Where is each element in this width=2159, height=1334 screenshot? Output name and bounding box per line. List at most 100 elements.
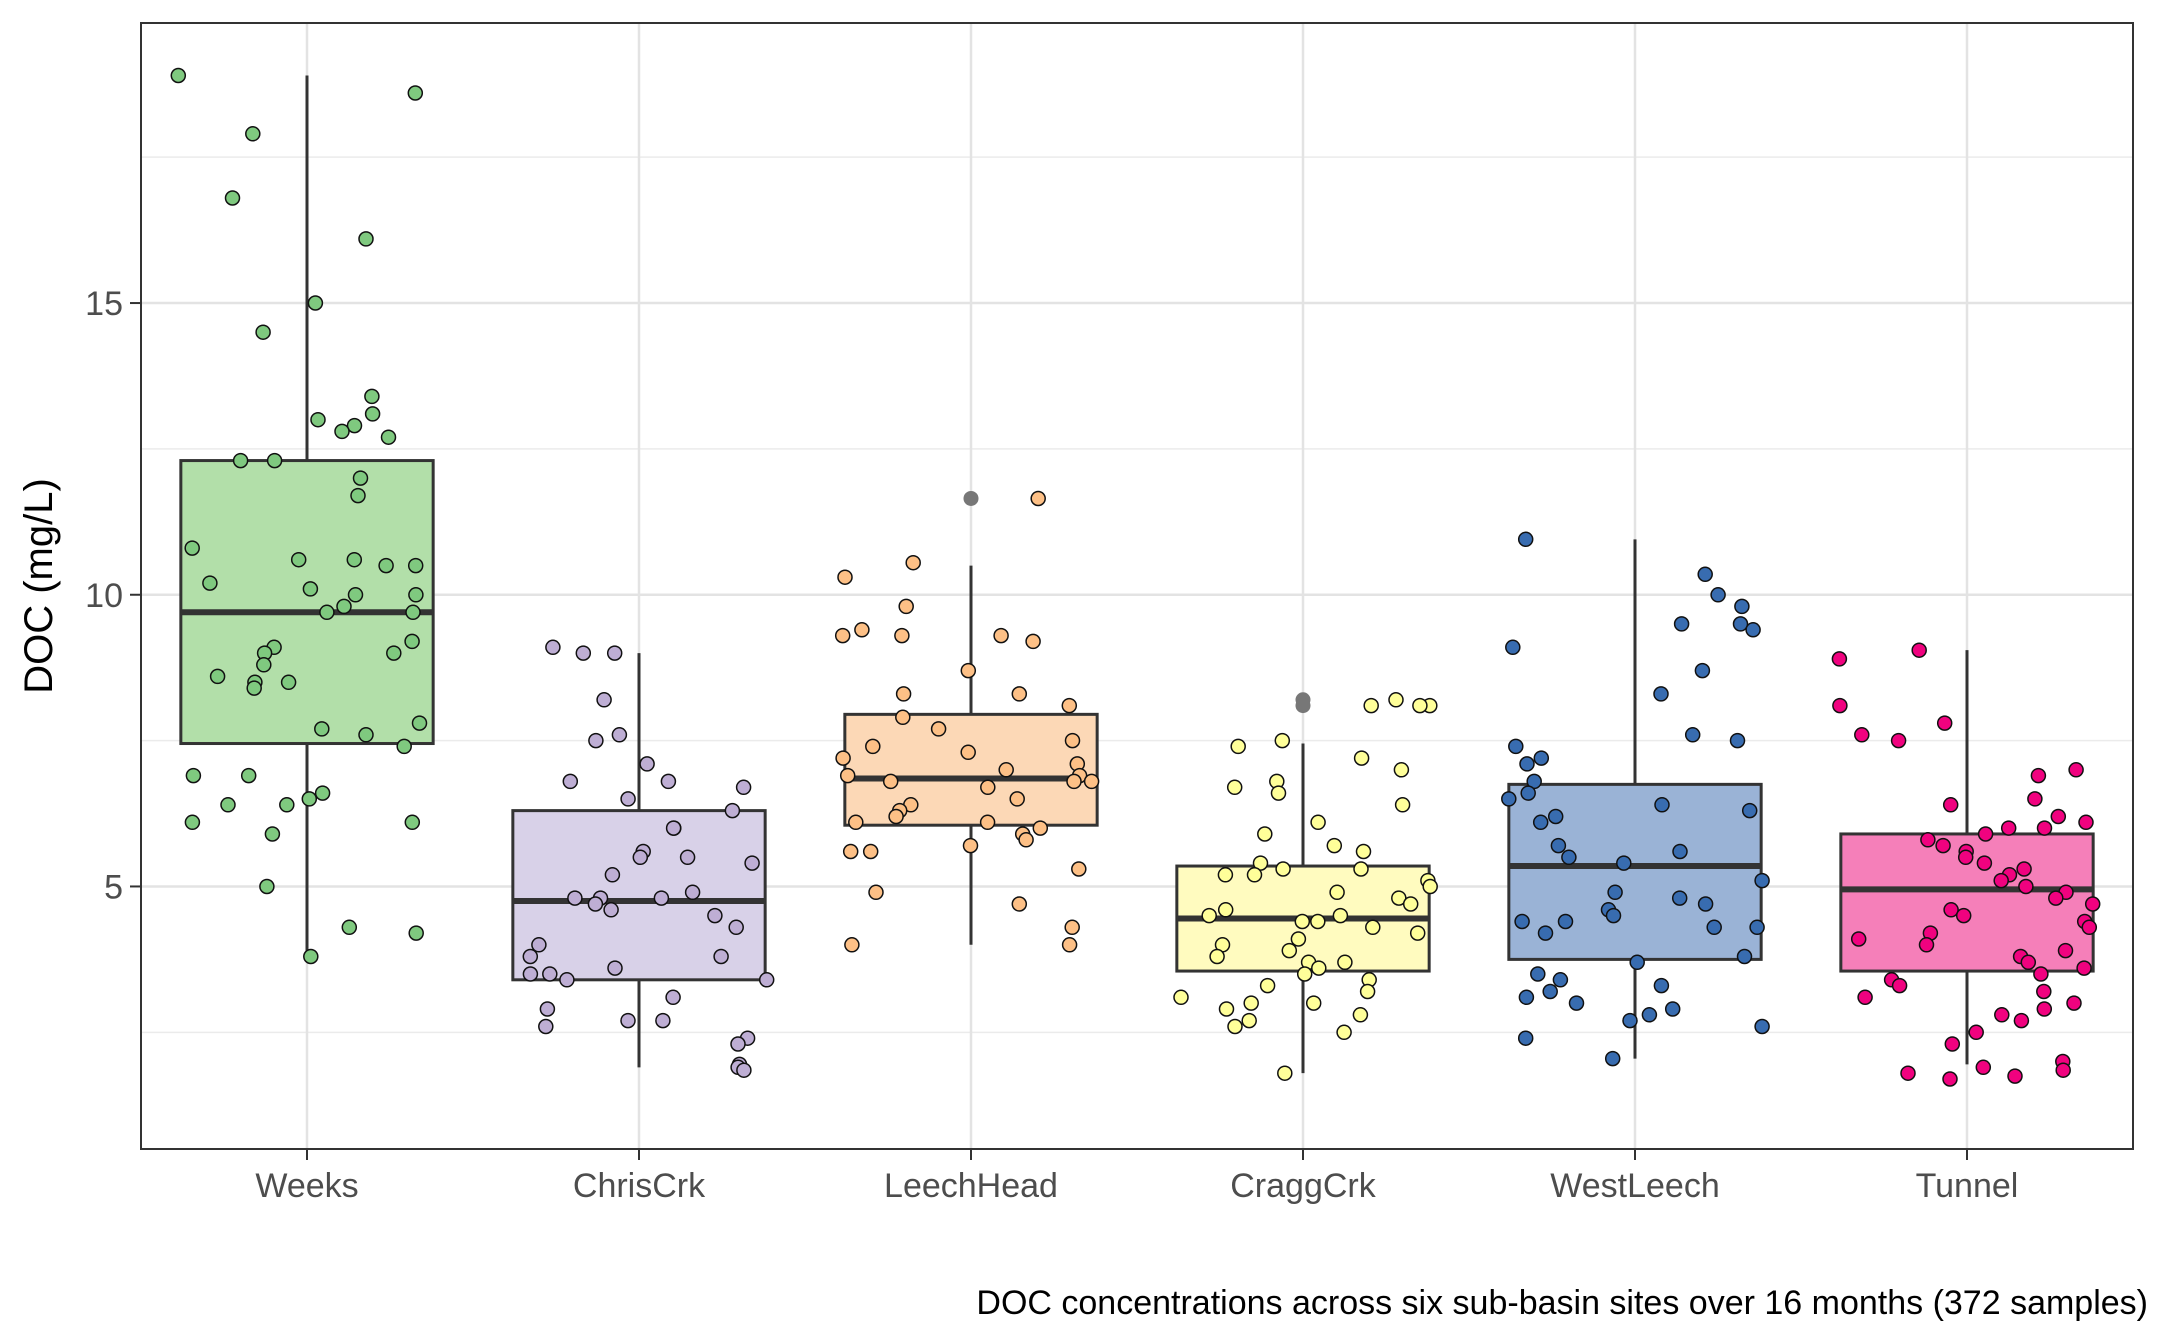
data-point: [1275, 861, 1291, 877]
iqr-box: [843, 712, 1099, 827]
data-point: [1290, 931, 1307, 947]
data-point: [960, 662, 977, 679]
data-point: [1270, 785, 1287, 801]
data-point: [868, 884, 884, 901]
data-point: [1217, 867, 1234, 883]
data-point: [1654, 797, 1670, 813]
data-point: [1911, 642, 1927, 658]
data-point: [653, 890, 670, 906]
data-point: [408, 587, 424, 603]
data-point: [303, 948, 319, 965]
data-point: [848, 814, 864, 831]
data-point: [655, 1012, 671, 1029]
data-point: [735, 779, 752, 796]
data-point: [1259, 977, 1276, 994]
data-point: [1890, 732, 1907, 749]
data-point: [538, 1018, 554, 1035]
x-tick-label: WestLeech: [1550, 1167, 1719, 1205]
data-point: [1388, 692, 1404, 708]
data-point: [1412, 697, 1428, 714]
data-point: [844, 937, 860, 953]
data-point: [660, 773, 677, 790]
data-point: [1009, 791, 1025, 807]
data-point: [1684, 727, 1701, 743]
data-point: [240, 767, 257, 784]
data-point: [1977, 826, 1994, 842]
data-point: [2055, 1062, 2071, 1078]
data-point: [1218, 1001, 1235, 1017]
data-point: [1944, 1036, 1961, 1052]
data-point: [1547, 808, 1564, 825]
x-tick-label: CraggCrk: [1230, 1167, 1376, 1205]
data-point: [1975, 1059, 1992, 1076]
data-point: [310, 411, 326, 428]
data-point: [1533, 750, 1550, 766]
data-point: [1363, 697, 1379, 714]
data-point: [1226, 779, 1243, 796]
data-point: [232, 452, 249, 469]
data-point: [1336, 1024, 1352, 1041]
data-point: [1201, 907, 1217, 924]
data-point: [588, 732, 604, 749]
data-point: [404, 633, 420, 650]
data-point: [1241, 1012, 1257, 1029]
data-point: [224, 190, 241, 206]
data-point: [2030, 767, 2047, 784]
data-point: [378, 557, 394, 574]
data-point: [341, 919, 358, 936]
data-point: [1607, 884, 1623, 901]
data-point: [1071, 861, 1087, 877]
data-point: [279, 797, 295, 813]
x-tick-label: LeechHead: [884, 1167, 1058, 1205]
data-point: [264, 826, 281, 842]
data-point: [620, 1012, 636, 1029]
data-point: [1900, 1065, 1916, 1081]
data-point: [607, 960, 623, 976]
jitter-points: [170, 67, 2101, 1087]
data-point: [898, 598, 914, 615]
data-point: [665, 820, 682, 836]
data-point: [862, 843, 879, 860]
data-point: [314, 785, 331, 801]
data-point: [744, 855, 760, 871]
data-point: [1754, 1018, 1770, 1035]
data-point: [1332, 907, 1349, 924]
data-point: [1993, 872, 2009, 889]
data-point: [1517, 1030, 1534, 1046]
x-tick-label: ChrisCrk: [573, 1167, 706, 1205]
data-point: [314, 721, 330, 737]
data-point: [408, 925, 424, 941]
data-point: [2036, 820, 2053, 836]
data-point: [865, 738, 881, 755]
data-point: [665, 989, 681, 1006]
data-point: [364, 406, 381, 422]
data-point: [1274, 732, 1291, 749]
data-point: [350, 487, 366, 504]
data-point: [1732, 616, 1749, 632]
data-point: [562, 773, 579, 790]
data-point: [539, 1001, 556, 1017]
data-point: [255, 324, 271, 340]
data-point: [1918, 937, 1935, 953]
data-point: [2076, 960, 2092, 976]
data-point: [679, 849, 696, 866]
data-point: [1832, 697, 1848, 714]
data-point: [1850, 931, 1867, 947]
data-point: [1243, 995, 1259, 1011]
data-point: [1329, 884, 1345, 901]
data-point: [170, 67, 187, 84]
data-point: [1310, 814, 1326, 831]
data-point: [1505, 639, 1521, 656]
data-point: [993, 627, 1009, 644]
y-axis-title: DOC (mg/L): [17, 478, 61, 694]
data-point: [1957, 849, 1974, 866]
data-point: [1854, 727, 1870, 743]
data-point: [202, 575, 218, 591]
data-point: [842, 843, 859, 860]
data-point: [1568, 995, 1585, 1011]
data-point: [1030, 490, 1046, 507]
data-point: [256, 657, 272, 673]
data-point: [1935, 837, 1951, 854]
data-point: [1296, 966, 1313, 982]
data-point: [1561, 849, 1577, 866]
